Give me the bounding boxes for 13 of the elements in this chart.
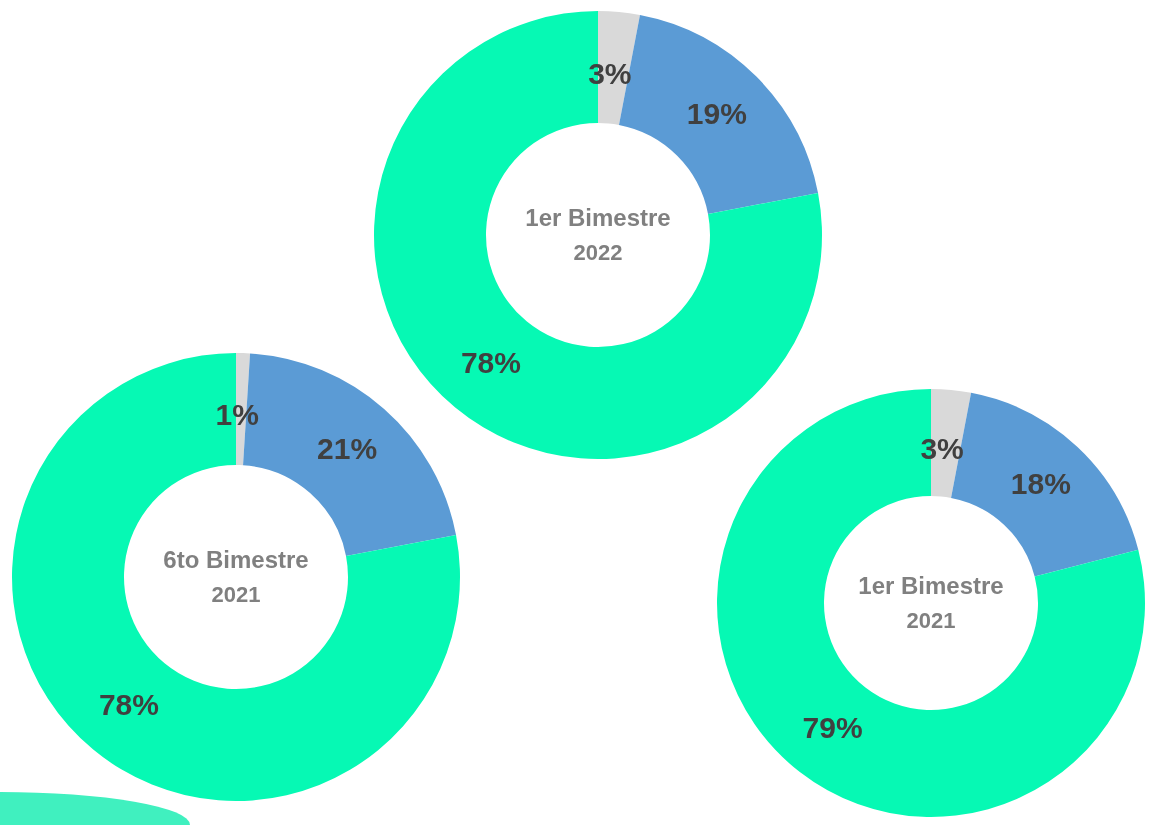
- text: 2022: [573, 240, 623, 266]
- text: 2021: [906, 608, 956, 634]
- text: 2021: [211, 582, 261, 608]
- text: 6to Bimestre: [163, 545, 309, 573]
- text: 1er Bimestre: [525, 203, 671, 231]
- data-label: 21%: [317, 432, 378, 466]
- data-label: 19%: [686, 97, 747, 131]
- text: 1er Bimestre: [858, 571, 1004, 599]
- data-label: 78%: [98, 687, 159, 721]
- data-label: 18%: [1010, 467, 1071, 501]
- data-label: 79%: [802, 711, 863, 745]
- data-label: 1%: [215, 398, 259, 432]
- data-label: 78%: [460, 345, 521, 379]
